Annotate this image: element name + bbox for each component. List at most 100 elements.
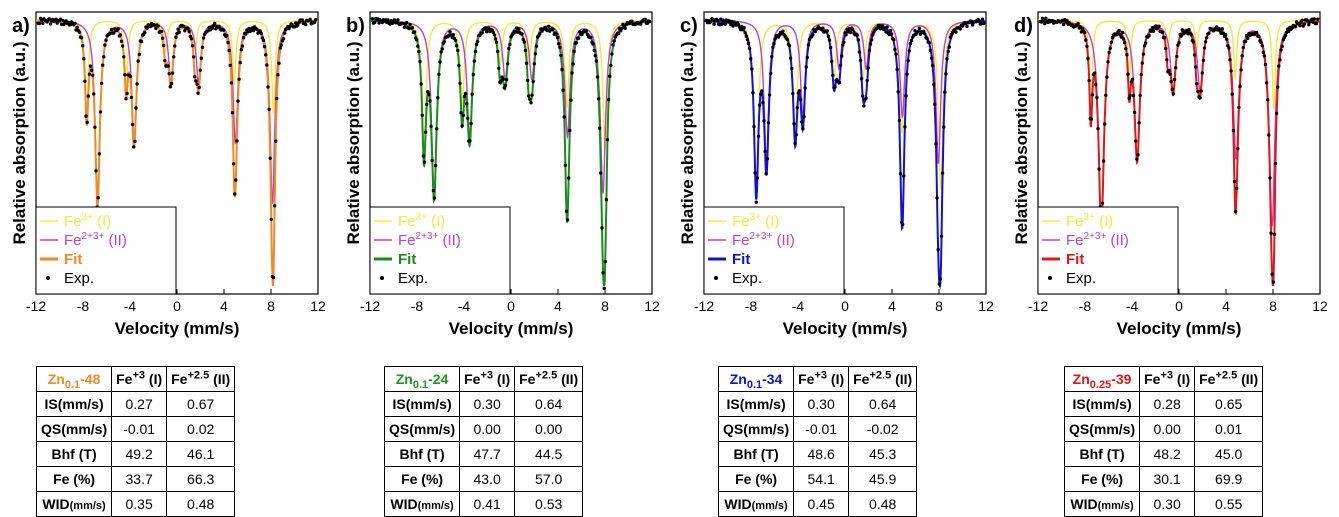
- x-tick-label: 8: [935, 298, 943, 314]
- exp-data-point: [231, 162, 236, 166]
- exp-data-point: [801, 127, 805, 131]
- exp-data-point: [266, 85, 270, 89]
- exp-data-point: [1277, 64, 1281, 68]
- exp-data-point: [1095, 95, 1099, 100]
- exp-data-point: [889, 32, 894, 36]
- exp-data-point: [572, 49, 576, 54]
- exp-data-point: [557, 42, 561, 46]
- exp-data-point: [1276, 85, 1280, 89]
- exp-data-point: [869, 38, 874, 42]
- exp-data-point: [745, 38, 750, 42]
- exp-data-point: [736, 23, 741, 27]
- exp-data-point: [463, 91, 468, 96]
- exp-data-point: [794, 133, 798, 137]
- panel-letter: d): [1014, 15, 1033, 37]
- exp-data-point: [187, 29, 191, 34]
- exp-data-point: [1165, 58, 1169, 62]
- exp-data-point: [143, 30, 147, 35]
- exp-data-point: [1087, 78, 1091, 83]
- exp-data-point: [123, 73, 127, 77]
- exp-data-point: [797, 89, 802, 93]
- table-cell: 0.00: [1139, 416, 1196, 442]
- exp-data-point: [833, 85, 837, 89]
- exp-data-point: [806, 43, 811, 47]
- exp-data-point: [791, 91, 795, 96]
- exp-data-point: [1101, 159, 1106, 163]
- exp-data-point: [422, 160, 427, 164]
- exp-data-point: [1307, 23, 1311, 27]
- exp-data-point: [838, 63, 843, 67]
- exp-data-point: [1274, 111, 1279, 116]
- exp-data-point: [1136, 153, 1140, 157]
- exp-data-point: [84, 114, 88, 118]
- exp-data-point: [804, 65, 808, 69]
- exp-data-point: [788, 56, 793, 60]
- exp-data-point: [1271, 280, 1275, 284]
- exp-data-point: [233, 192, 237, 196]
- fe23-subspectrum-line: [370, 19, 652, 194]
- exp-data-point: [770, 54, 774, 59]
- x-tick-label: -4: [124, 298, 137, 314]
- exp-data-point: [938, 277, 943, 281]
- exp-data-point: [408, 22, 412, 27]
- table-row: Fe (%) 30.1 69.9: [1063, 466, 1264, 492]
- exp-data-point: [48, 22, 53, 26]
- exp-data-point: [756, 134, 761, 138]
- exp-data-point: [508, 42, 512, 47]
- exp-data-point: [929, 56, 934, 60]
- legend-exp-marker: [46, 276, 50, 280]
- exp-data-point: [559, 53, 563, 58]
- exp-data-point: [200, 45, 205, 49]
- x-tick-label: -8: [411, 298, 424, 314]
- exp-data-point: [759, 92, 763, 96]
- exp-data-point: [842, 40, 846, 44]
- table-cell: 0.48: [166, 491, 236, 517]
- exp-data-point: [1287, 29, 1291, 34]
- exp-data-point: [1200, 71, 1204, 75]
- exp-data-point: [1138, 93, 1142, 98]
- exp-data-point: [859, 77, 864, 81]
- sample-name: Zn0.1-24: [383, 366, 461, 392]
- exp-data-point: [1125, 53, 1129, 57]
- x-tick-label: -12: [694, 298, 714, 314]
- exp-data-point: [908, 41, 913, 46]
- table-cell: 48.6: [793, 441, 850, 467]
- exp-data-point: [1272, 232, 1277, 237]
- exp-data-point: [1135, 157, 1139, 161]
- exp-data-point: [600, 226, 604, 230]
- exp-data-point: [1298, 23, 1302, 28]
- exp-data-point: [228, 63, 232, 68]
- x-tick-label: 0: [173, 298, 181, 314]
- exp-data-point: [1191, 40, 1196, 44]
- exp-data-point: [905, 72, 909, 76]
- exp-data-point: [118, 33, 123, 37]
- table-cell: 45.0: [1194, 441, 1264, 467]
- exp-data-point: [497, 66, 501, 71]
- exp-data-point: [562, 115, 566, 119]
- exp-data-point: [965, 24, 969, 29]
- x-tick-label: -8: [745, 298, 758, 314]
- legend-fit-label: Fit: [732, 251, 750, 268]
- sample-base: Zn: [47, 371, 65, 387]
- exp-data-point: [1043, 21, 1047, 26]
- x-axis-title: Velocity (mm/s): [783, 319, 908, 338]
- exp-data-point: [896, 90, 900, 94]
- exp-data-point: [1228, 58, 1232, 62]
- exp-data-point: [825, 29, 829, 33]
- exp-data-point: [1132, 110, 1137, 115]
- exp-data-point: [120, 44, 125, 48]
- exp-data-point: [1202, 46, 1207, 50]
- exp-data-point: [431, 188, 436, 193]
- y-axis-title: Relative absorption (a.u.): [344, 41, 363, 244]
- exp-data-point: [1108, 46, 1112, 50]
- exp-data-point: [1269, 231, 1273, 235]
- exp-data-point: [145, 26, 149, 30]
- exp-data-point: [470, 92, 474, 97]
- legend-fe3-label: Fe3+ (I): [64, 212, 111, 230]
- exp-data-point: [199, 56, 204, 60]
- exp-data-point: [947, 45, 951, 49]
- exp-data-point: [73, 21, 77, 26]
- exp-data-point: [742, 26, 746, 30]
- col-header-fe3: Fe+3 (I): [111, 366, 168, 392]
- exp-data-point: [239, 47, 243, 52]
